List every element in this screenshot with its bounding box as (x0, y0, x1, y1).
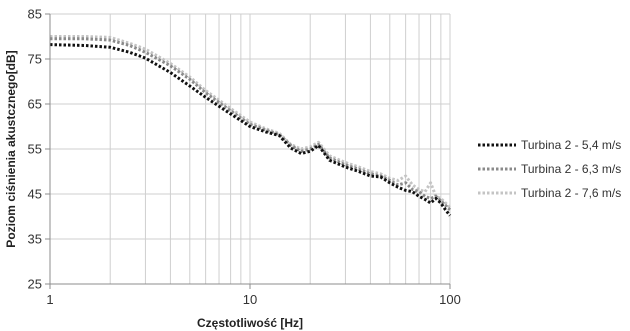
x-axis-label: Częstotliwość [Hz] (197, 316, 303, 330)
y-tick-label: 25 (28, 277, 42, 292)
x-tick-label: 10 (243, 292, 257, 307)
grid (49, 13, 451, 285)
legend-label-2: Turbina 2 - 6,3 m/s (521, 162, 621, 176)
series-line-3 (50, 35, 452, 209)
tick-labels: 1 10 100 25 35 45 55 65 75 85 (28, 7, 461, 308)
series-line-2 (50, 37, 452, 211)
x-tick-label: 100 (439, 292, 461, 307)
y-tick-label: 85 (28, 7, 42, 22)
legend-label-1: Turbina 2 - 5,4 m/s (521, 138, 621, 152)
x-tick-label: 1 (46, 292, 53, 307)
y-tick-label: 35 (28, 232, 42, 247)
y-tick-label: 75 (28, 52, 42, 67)
legend-label-3: Turbina 2 - 7,6 m/s (521, 186, 621, 200)
y-axis-label: Poziom ciśnienia akustcznego[dB] (4, 50, 18, 247)
series-layer (49, 35, 452, 217)
y-tick-label: 55 (28, 142, 42, 157)
y-tick-label: 45 (28, 187, 42, 202)
axes (45, 13, 451, 289)
y-tick-label: 65 (28, 97, 42, 112)
legend: Turbina 2 - 5,4 m/s Turbina 2 - 6,3 m/s Tu… (478, 138, 621, 200)
